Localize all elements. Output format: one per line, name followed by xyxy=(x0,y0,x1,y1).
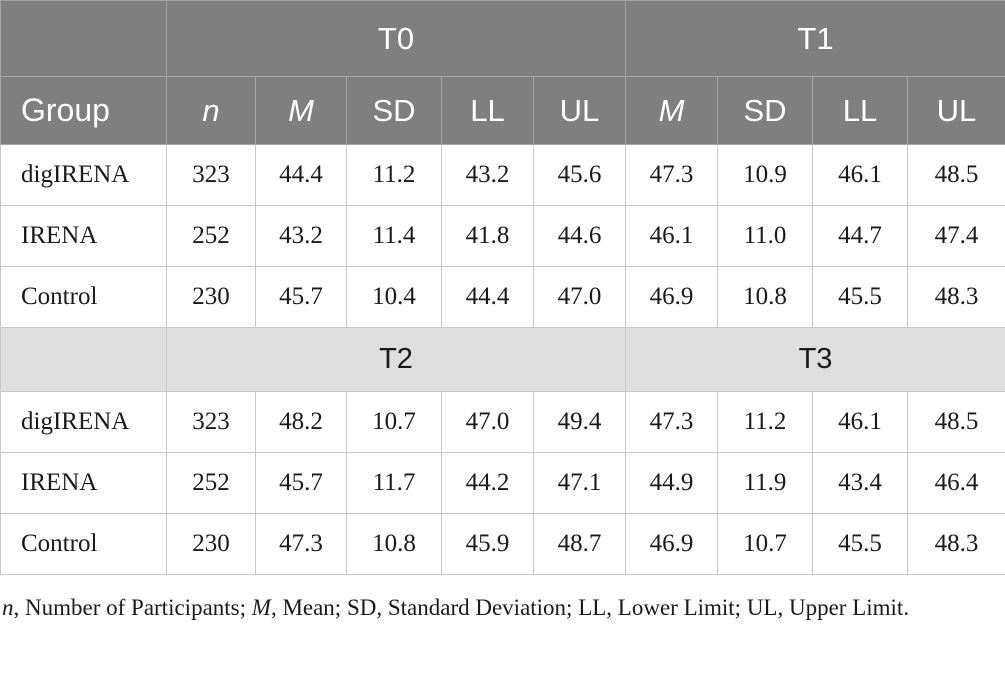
subheader-blank-cell xyxy=(0,327,167,392)
value-cell: 44.2 xyxy=(441,452,534,514)
value-cell: 46.1 xyxy=(812,391,908,453)
group-cell: IRENA xyxy=(0,452,167,514)
table-row: Control 230 47.3 10.8 45.9 48.7 46.9 10.… xyxy=(0,513,1005,575)
table-row: IRENA 252 43.2 11.4 41.8 44.6 46.1 11.0 … xyxy=(0,205,1005,267)
value-cell: 46.9 xyxy=(625,266,718,328)
value-cell: 11.7 xyxy=(346,452,442,514)
footnote-m-key: M xyxy=(251,595,271,620)
value-cell: 11.9 xyxy=(717,452,813,514)
value-cell: 10.7 xyxy=(346,391,442,453)
column-header-n: n xyxy=(166,76,256,145)
value-cell: 44.4 xyxy=(255,144,347,206)
table-row: digIRENA 323 48.2 10.7 47.0 49.4 47.3 11… xyxy=(0,391,1005,453)
value-cell: 46.9 xyxy=(625,513,718,575)
value-cell: 47.3 xyxy=(625,144,718,206)
group-cell: digIRENA xyxy=(0,391,167,453)
value-cell: 45.7 xyxy=(255,266,347,328)
value-cell: 46.1 xyxy=(812,144,908,206)
value-cell: 48.3 xyxy=(907,266,1005,328)
column-header-mean-t1: M xyxy=(625,76,718,145)
value-cell: 48.2 xyxy=(255,391,347,453)
value-cell: 11.2 xyxy=(717,391,813,453)
value-cell: 41.8 xyxy=(441,205,534,267)
n-cell: 230 xyxy=(166,266,256,328)
value-cell: 49.4 xyxy=(533,391,626,453)
results-table: T0 T1 Group n M SD LL UL M SD LL UL digI… xyxy=(0,0,1005,575)
value-cell: 45.7 xyxy=(255,452,347,514)
value-cell: 47.1 xyxy=(533,452,626,514)
value-cell: 47.3 xyxy=(255,513,347,575)
value-cell: 47.0 xyxy=(533,266,626,328)
value-cell: 45.5 xyxy=(812,266,908,328)
value-cell: 45.5 xyxy=(812,513,908,575)
table-row: IRENA 252 45.7 11.7 44.2 47.1 44.9 11.9 … xyxy=(0,452,1005,514)
value-cell: 45.9 xyxy=(441,513,534,575)
value-cell: 11.0 xyxy=(717,205,813,267)
value-cell: 10.8 xyxy=(346,513,442,575)
value-cell: 10.8 xyxy=(717,266,813,328)
value-cell: 47.0 xyxy=(441,391,534,453)
timepoint-t0-header: T0 xyxy=(166,0,626,77)
value-cell: 44.9 xyxy=(625,452,718,514)
n-cell: 252 xyxy=(166,452,256,514)
footnote-n-text: , Number of Participants; xyxy=(13,595,252,620)
footnote-m-text: , Mean; SD, Standard Deviation; LL, Lowe… xyxy=(270,595,910,620)
value-cell: 48.5 xyxy=(907,144,1005,206)
value-cell: 10.7 xyxy=(717,513,813,575)
value-cell: 46.4 xyxy=(907,452,1005,514)
column-header-sd-t1: SD xyxy=(717,76,813,145)
timepoint-subheader-row: T2 T3 xyxy=(0,327,1005,392)
value-cell: 48.7 xyxy=(533,513,626,575)
value-cell: 45.6 xyxy=(533,144,626,206)
timepoint-t2-header: T2 xyxy=(166,327,626,392)
value-cell: 10.4 xyxy=(346,266,442,328)
value-cell: 11.2 xyxy=(346,144,442,206)
n-cell: 323 xyxy=(166,391,256,453)
column-header-mean-t0: M xyxy=(255,76,347,145)
column-header-sd-t0: SD xyxy=(346,76,442,145)
value-cell: 44.6 xyxy=(533,205,626,267)
value-cell: 43.2 xyxy=(441,144,534,206)
column-header-ll-t0: LL xyxy=(441,76,534,145)
value-cell: 11.4 xyxy=(346,205,442,267)
value-cell: 43.4 xyxy=(812,452,908,514)
group-cell: IRENA xyxy=(0,205,167,267)
value-cell: 44.4 xyxy=(441,266,534,328)
table-row: Control 230 45.7 10.4 44.4 47.0 46.9 10.… xyxy=(0,266,1005,328)
n-cell: 252 xyxy=(166,205,256,267)
value-cell: 44.7 xyxy=(812,205,908,267)
footnote-n-key: n xyxy=(2,595,14,620)
value-cell: 10.9 xyxy=(717,144,813,206)
value-cell: 48.5 xyxy=(907,391,1005,453)
results-table-container: T0 T1 Group n M SD LL UL M SD LL UL digI… xyxy=(0,0,1005,575)
timepoint-t3-header: T3 xyxy=(625,327,1005,392)
table-row: digIRENA 323 44.4 11.2 43.2 45.6 47.3 10… xyxy=(0,144,1005,206)
n-cell: 230 xyxy=(166,513,256,575)
value-cell: 46.1 xyxy=(625,205,718,267)
timepoint-header-row: T0 T1 xyxy=(0,0,1005,77)
column-header-group: Group xyxy=(0,76,167,145)
column-header-ll-t1: LL xyxy=(812,76,908,145)
value-cell: 47.3 xyxy=(625,391,718,453)
group-cell: Control xyxy=(0,266,167,328)
table-footnote: n, Number of Participants; M, Mean; SD, … xyxy=(2,591,1002,625)
timepoint-t1-header: T1 xyxy=(625,0,1005,77)
value-cell: 43.2 xyxy=(255,205,347,267)
value-cell: 47.4 xyxy=(907,205,1005,267)
column-header-ul-t0: UL xyxy=(533,76,626,145)
value-cell: 48.3 xyxy=(907,513,1005,575)
group-cell: digIRENA xyxy=(0,144,167,206)
group-cell: Control xyxy=(0,513,167,575)
header-blank-cell xyxy=(0,0,167,77)
column-header-ul-t1: UL xyxy=(907,76,1005,145)
n-cell: 323 xyxy=(166,144,256,206)
column-header-row: Group n M SD LL UL M SD LL UL xyxy=(0,76,1005,145)
